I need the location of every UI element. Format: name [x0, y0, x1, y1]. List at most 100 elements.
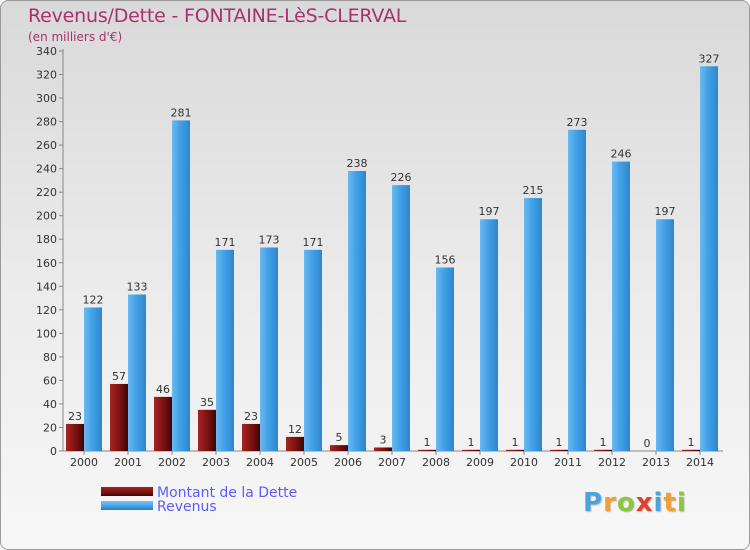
y-tick-label: 60	[43, 374, 57, 387]
data-label-dette: 0	[644, 437, 651, 450]
logo-letter: o	[616, 488, 636, 518]
x-tick-label: 2008	[422, 456, 450, 469]
data-label-dette: 1	[600, 436, 607, 449]
bar-dette	[418, 449, 436, 451]
data-label-revenus: 171	[215, 236, 236, 249]
proxiti-logo: Proxiti	[583, 488, 687, 518]
x-tick-label: 2007	[378, 456, 406, 469]
logo-letter: i	[653, 488, 664, 518]
data-label-revenus: 215	[523, 184, 544, 197]
bar-dette	[242, 423, 260, 451]
data-label-dette: 3	[380, 433, 387, 446]
x-tick-label: 2010	[510, 456, 538, 469]
logo-letter: r	[603, 488, 617, 518]
y-tick-label: 180	[36, 233, 57, 246]
bar-dette	[462, 449, 480, 451]
y-tick-label: 140	[36, 280, 57, 293]
bar-revenus	[348, 171, 366, 451]
bar-revenus	[260, 247, 278, 451]
bar-dette	[330, 445, 348, 451]
bar-dette	[506, 449, 524, 451]
x-tick-label: 2006	[334, 456, 362, 469]
data-label-dette: 23	[244, 410, 258, 423]
bar-revenus	[304, 249, 322, 451]
y-tick-label: 120	[36, 304, 57, 317]
x-tick-label: 2002	[158, 456, 186, 469]
bar-dette	[594, 449, 612, 451]
y-tick-label: 280	[36, 116, 57, 129]
data-label-dette: 1	[424, 436, 431, 449]
data-label-dette: 23	[68, 410, 82, 423]
x-tick-label: 2004	[246, 456, 274, 469]
bar-dette	[682, 449, 700, 451]
legend-label-revenus: Revenus	[157, 499, 217, 515]
y-tick-label: 240	[36, 163, 57, 176]
y-tick-label: 260	[36, 139, 57, 152]
logo-letter: P	[583, 488, 604, 518]
bar-dette	[66, 423, 84, 451]
bar-revenus	[436, 267, 454, 451]
logo-letter: t	[663, 488, 677, 518]
data-label-revenus: 327	[699, 52, 720, 65]
bar-revenus	[128, 294, 146, 451]
y-tick-label: 100	[36, 327, 57, 340]
chart-title: Revenus/Dette - FONTAINE-LèS-CLERVAL	[28, 5, 407, 27]
bar-revenus	[700, 66, 718, 451]
x-tick-label: 2012	[598, 456, 626, 469]
y-tick-label: 20	[43, 421, 57, 434]
data-label-dette: 1	[556, 436, 563, 449]
bar-revenus	[480, 219, 498, 451]
y-tick-label: 300	[36, 92, 57, 105]
data-label-dette: 1	[512, 436, 519, 449]
bar-revenus	[172, 120, 190, 451]
data-label-revenus: 281	[171, 106, 192, 119]
chart-subtitle: (en milliers d'€)	[28, 30, 123, 44]
data-label-revenus: 197	[479, 205, 500, 218]
bar-revenus	[568, 129, 586, 451]
data-label-dette: 1	[688, 436, 695, 449]
data-label-revenus: 246	[611, 148, 632, 161]
x-tick-label: 2000	[70, 456, 98, 469]
bar-revenus	[84, 307, 102, 451]
x-tick-label: 2003	[202, 456, 230, 469]
y-tick-label: 80	[43, 351, 57, 364]
x-tick-label: 2014	[686, 456, 714, 469]
data-label-revenus: 238	[347, 157, 368, 170]
x-tick-label: 2009	[466, 456, 494, 469]
legend-swatch-revenus	[101, 501, 153, 510]
bar-revenus	[612, 161, 630, 451]
data-label-revenus: 122	[83, 293, 104, 306]
data-label-dette: 12	[288, 423, 302, 436]
data-label-revenus: 273	[567, 116, 588, 129]
y-tick-label: 160	[36, 257, 57, 270]
data-label-revenus: 156	[435, 253, 456, 266]
bar-dette	[550, 449, 568, 451]
bar-revenus	[392, 185, 410, 451]
y-tick-label: 320	[36, 69, 57, 82]
x-tick-label: 2001	[114, 456, 142, 469]
bar-dette	[286, 436, 304, 451]
data-label-revenus: 226	[391, 171, 412, 184]
data-label-revenus: 173	[259, 233, 280, 246]
data-label-dette: 57	[112, 370, 126, 383]
bar-dette	[374, 447, 392, 451]
bar-dette	[154, 396, 172, 451]
data-label-revenus: 133	[127, 281, 148, 294]
logo-letter: i	[676, 488, 687, 518]
x-tick-label: 2011	[554, 456, 582, 469]
data-label-dette: 5	[336, 431, 343, 444]
data-label-revenus: 197	[655, 205, 676, 218]
y-tick-label: 220	[36, 186, 57, 199]
y-tick-label: 40	[43, 398, 57, 411]
y-tick-label: 340	[36, 45, 57, 58]
data-label-dette: 46	[156, 383, 170, 396]
x-tick-label: 2013	[642, 456, 670, 469]
legend-swatch-dette	[101, 487, 153, 496]
bar-revenus	[216, 249, 234, 451]
bar-revenus	[524, 198, 542, 451]
x-tick-label: 2005	[290, 456, 318, 469]
data-label-dette: 1	[468, 436, 475, 449]
data-label-dette: 35	[200, 396, 214, 409]
